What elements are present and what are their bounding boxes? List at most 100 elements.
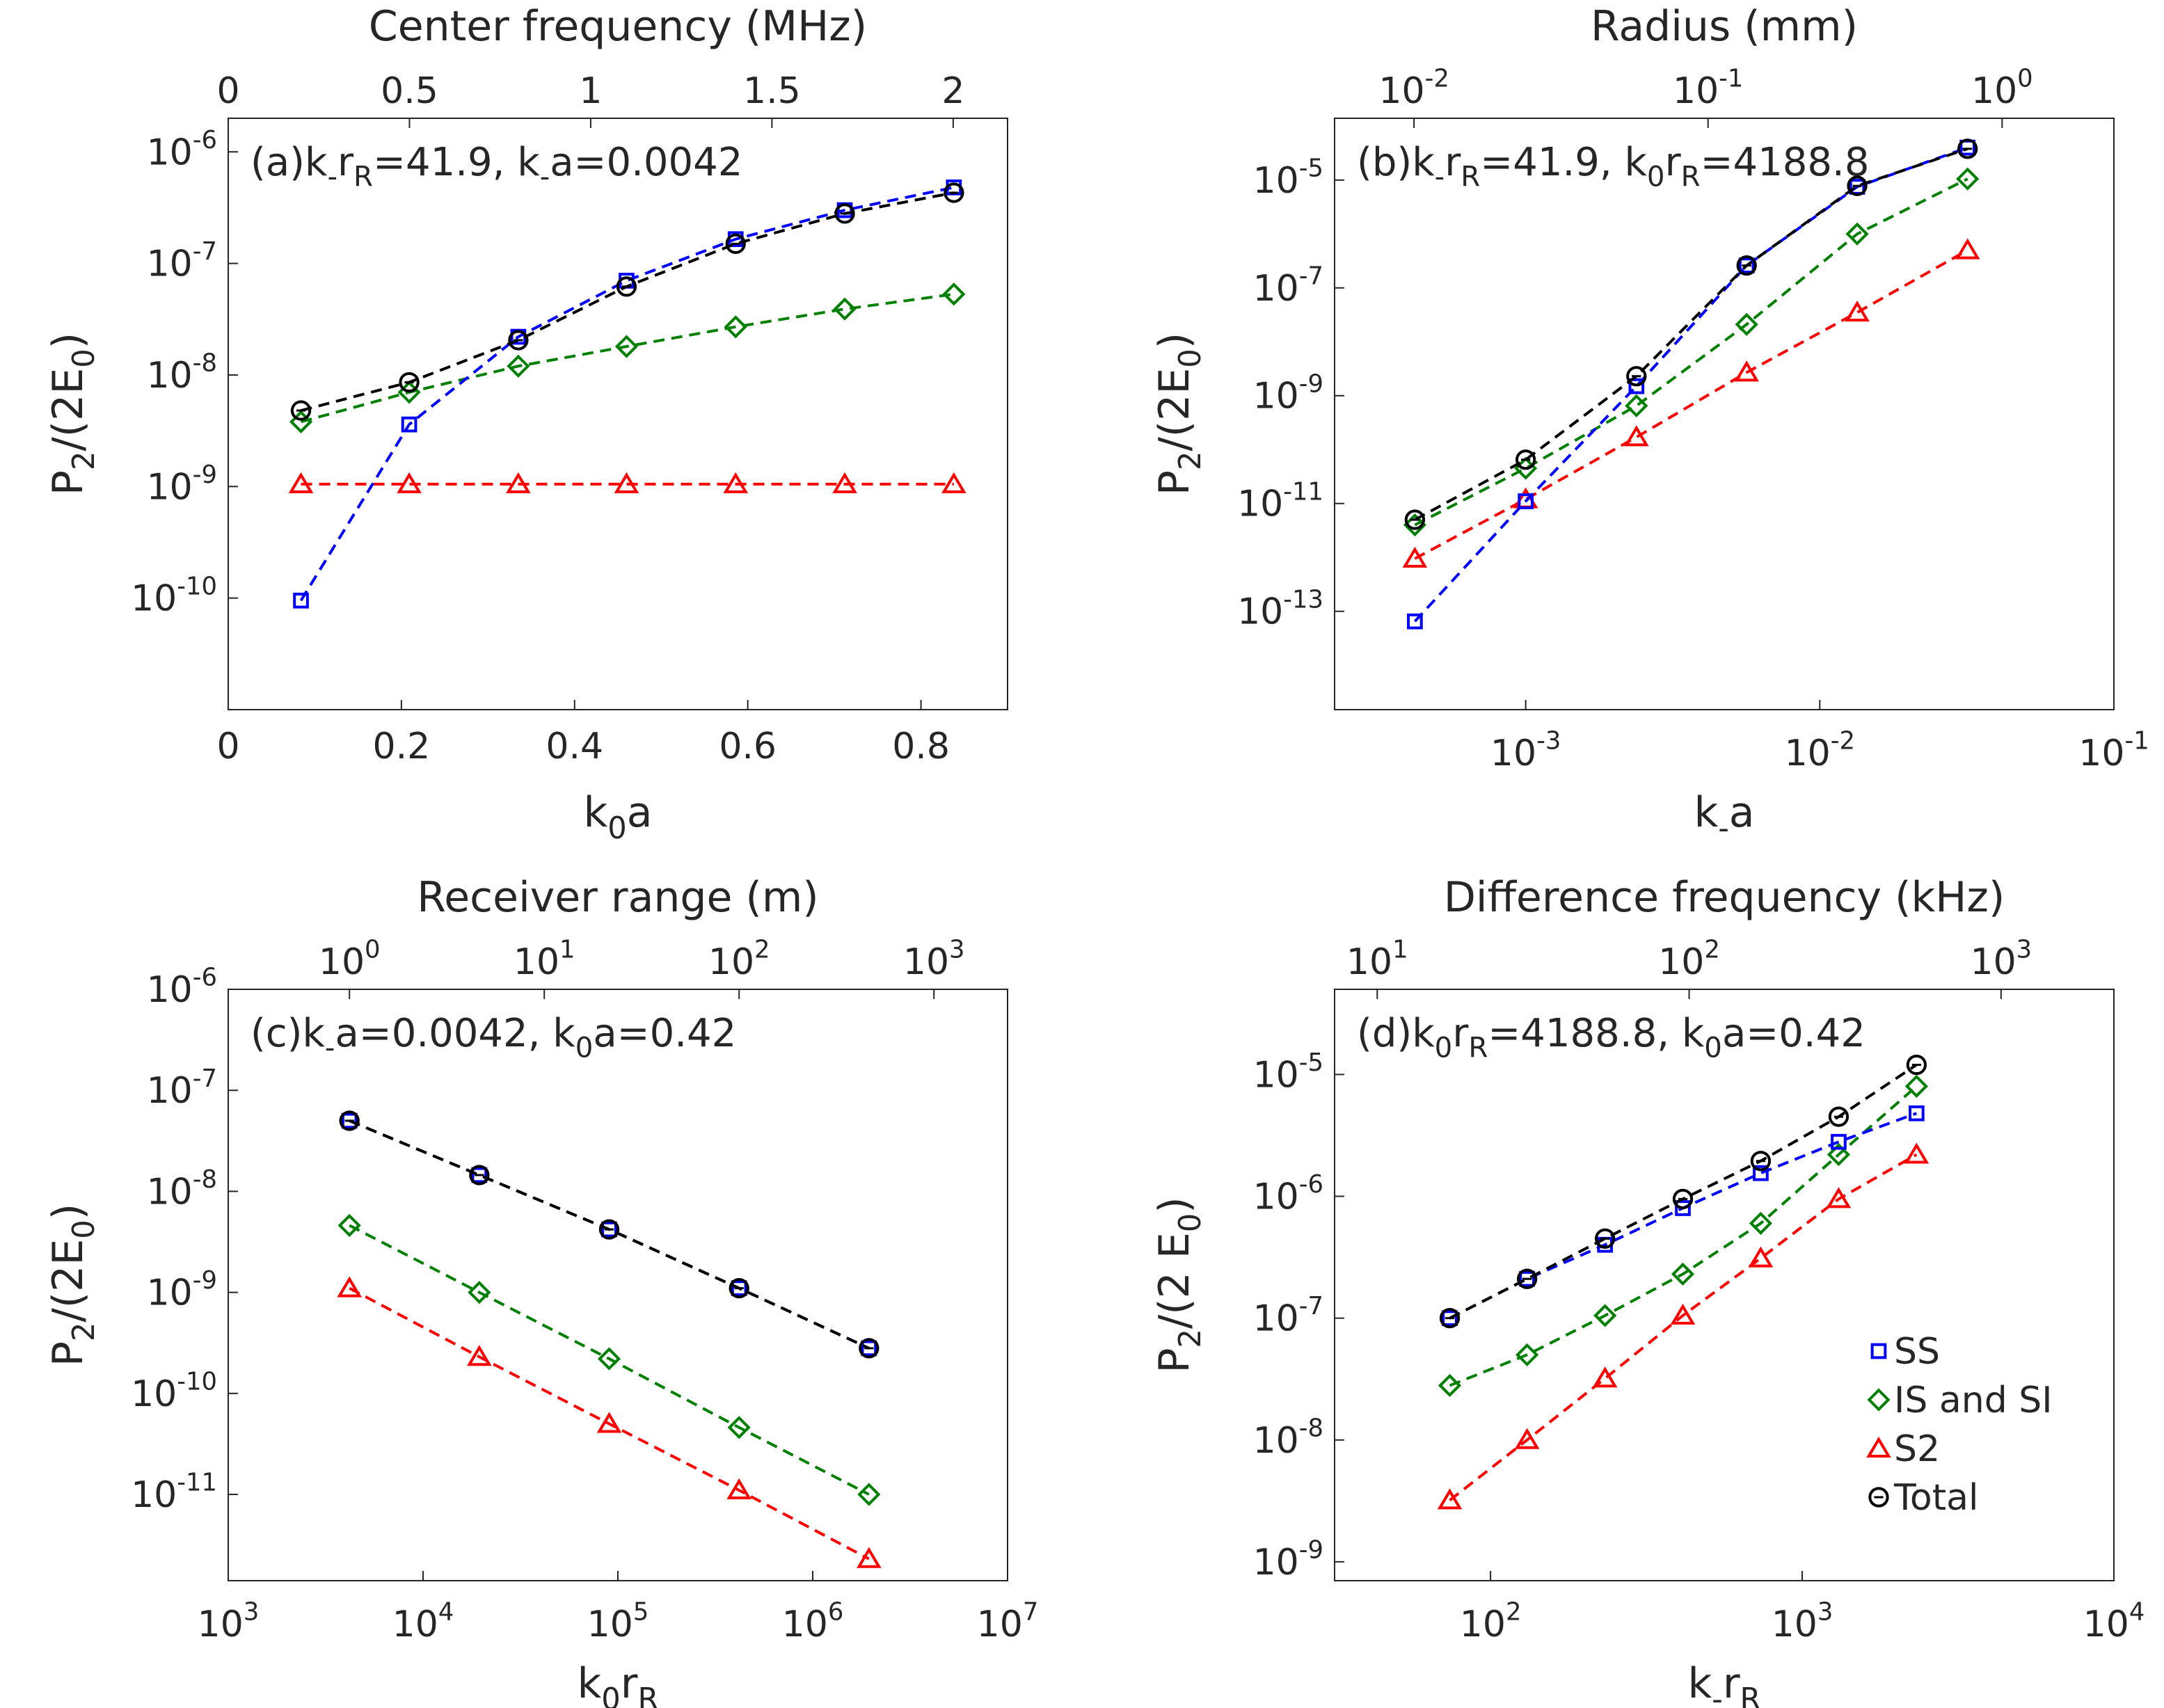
data-point-s2 xyxy=(857,1547,882,1568)
series-s2 xyxy=(288,472,966,493)
data-point-s2 xyxy=(1592,1366,1618,1388)
data-point-total xyxy=(1515,449,1536,470)
top-x-tick-label: 10-1 xyxy=(1673,65,1743,112)
series-total xyxy=(1404,138,1978,530)
series-is-and-si xyxy=(1438,1074,1928,1398)
y-tick-label: 10-7 xyxy=(1253,1292,1323,1339)
x-tick-label: 10-1 xyxy=(2078,727,2149,774)
series-is-and-si xyxy=(337,1213,881,1506)
data-point-is-and-si xyxy=(1593,1304,1617,1327)
data-point-is-and-si xyxy=(468,1281,491,1304)
data-point-is-and-si xyxy=(1735,312,1758,336)
legend-label-total: Total xyxy=(1893,1477,1978,1519)
x-tick-label: 0.6 xyxy=(719,726,777,767)
data-point-s2 xyxy=(1845,300,1870,322)
x-tick-label: 103 xyxy=(1772,1598,1833,1645)
data-point-is-and-si xyxy=(1625,394,1648,417)
y-axis-label: P2/(2 E0) xyxy=(1150,1197,1208,1373)
series-line-ss xyxy=(1413,146,1968,623)
series-line-is-and-si xyxy=(349,1224,870,1496)
data-point-total xyxy=(339,1110,360,1131)
y-tick-label: 10-11 xyxy=(131,1469,217,1516)
y-tick-label: 10-9 xyxy=(147,1266,217,1314)
series-line-s2 xyxy=(349,1286,870,1561)
data-point-ss xyxy=(1738,257,1755,273)
series-total xyxy=(290,182,964,421)
data-point-is-and-si xyxy=(337,1213,361,1237)
data-point-s2 xyxy=(1624,425,1649,447)
x-axis-label: k0a xyxy=(583,788,652,846)
data-point-total xyxy=(1672,1188,1694,1210)
y-tick-label: 10-11 xyxy=(1237,477,1323,525)
panel-c: 103 104 105 106 107 100 101 102 103 10-11 10-10 10-… xyxy=(44,873,1038,1708)
data-point-ss xyxy=(1519,1270,1535,1287)
top-x-tick-label: 1 xyxy=(579,70,602,112)
data-point-total xyxy=(616,276,637,297)
data-point-total xyxy=(1626,366,1647,387)
data-point-s2 xyxy=(1402,546,1428,568)
data-point-is-and-si xyxy=(942,282,966,306)
top-x-axis-label: Difference frequency (kHz) xyxy=(1444,873,2005,922)
data-point-s2 xyxy=(467,1345,492,1366)
series-line-s2 xyxy=(1449,1153,1918,1501)
data-point-is-and-si xyxy=(507,354,530,378)
series-s2 xyxy=(337,1276,882,1568)
data-point-s2 xyxy=(1748,1246,1774,1268)
legend-marker-total xyxy=(1868,1487,1889,1508)
y-tick-label: 10-8 xyxy=(147,1165,217,1213)
legend-label-s2: S2 xyxy=(1894,1428,1940,1470)
data-point-s2 xyxy=(337,1276,362,1298)
axes-box xyxy=(1334,118,2115,710)
legend-marker-ss xyxy=(1870,1343,1887,1359)
data-point-ss xyxy=(1442,1310,1458,1326)
x-tick-label: 104 xyxy=(392,1598,454,1645)
data-point-is-and-si xyxy=(289,410,313,433)
top-x-tick-label: 102 xyxy=(708,936,770,983)
y-tick-label: 10-10 xyxy=(131,572,217,619)
y-axis-label: P2/(2E0) xyxy=(44,333,102,495)
data-point-ss xyxy=(1831,1133,1847,1150)
top-x-tick-label: 1.5 xyxy=(743,70,801,112)
data-point-ss xyxy=(1909,1105,1925,1122)
x-tick-label: 104 xyxy=(2083,1598,2145,1645)
axes-box xyxy=(1334,989,2115,1581)
top-x-tick-label: 102 xyxy=(1658,936,1720,983)
top-x-tick-label: 10-2 xyxy=(1378,65,1449,112)
y-tick-label: 10-6 xyxy=(147,964,217,1011)
data-point-is-and-si xyxy=(833,297,857,321)
data-point-ss xyxy=(731,1280,747,1296)
data-point-total xyxy=(1750,1151,1772,1172)
data-point-is-and-si xyxy=(1515,1343,1539,1366)
y-tick-label: 10-5 xyxy=(1253,154,1323,201)
y-axis-label: P2/(2E0) xyxy=(1150,333,1208,495)
data-point-is-and-si xyxy=(857,1483,881,1506)
panel-annotation: (a)k-rR=41.9, k-a=0.0042 xyxy=(250,140,742,193)
data-point-is-and-si xyxy=(1827,1142,1851,1167)
data-point-is-and-si xyxy=(1749,1211,1773,1235)
data-point-s2 xyxy=(506,472,531,493)
legend-marker-is-and-si xyxy=(1867,1388,1891,1412)
y-tick-label: 10-7 xyxy=(1253,262,1323,309)
x-axis-label: k-a xyxy=(1694,788,1754,846)
data-point-ss xyxy=(1407,613,1423,630)
legend-label-ss: SS xyxy=(1894,1331,1940,1373)
data-point-s2 xyxy=(596,1412,622,1433)
data-point-is-and-si xyxy=(1403,513,1426,537)
data-point-s2 xyxy=(1955,238,1980,260)
data-point-total xyxy=(944,182,964,203)
x-tick-label: 106 xyxy=(782,1598,844,1645)
panel-annotation: (c)k-a=0.0042, k0a=0.42 xyxy=(250,1011,736,1064)
data-point-total xyxy=(598,1219,620,1240)
y-tick-label: 10-7 xyxy=(147,1064,217,1112)
data-point-is-and-si xyxy=(1438,1373,1462,1398)
legend-marker-s2 xyxy=(1866,1436,1891,1458)
series-line-s2 xyxy=(1414,248,1968,560)
data-point-s2 xyxy=(1826,1187,1852,1208)
series-line-is-and-si xyxy=(1414,177,1968,527)
data-point-s2 xyxy=(941,472,966,493)
data-point-s2 xyxy=(397,472,422,493)
data-point-ss xyxy=(601,1221,617,1238)
top-x-tick-label: 0 xyxy=(216,70,239,112)
